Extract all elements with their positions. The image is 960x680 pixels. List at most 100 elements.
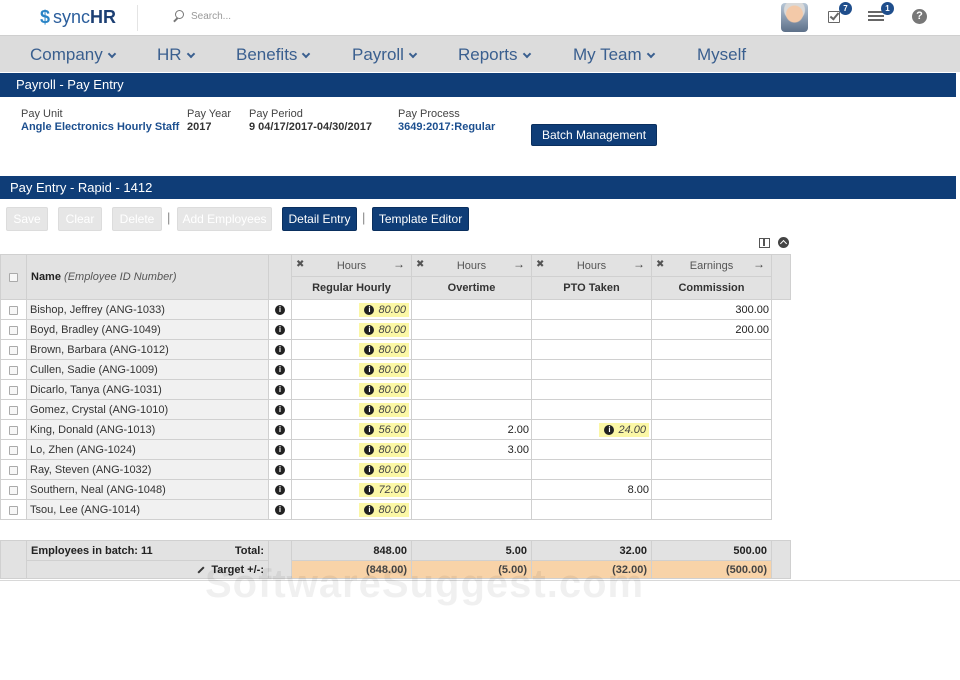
- clear-button[interactable]: Clear: [58, 207, 102, 231]
- pay-unit-value[interactable]: Angle Electronics Hourly Staff: [21, 121, 180, 133]
- info-icon[interactable]: i: [275, 505, 285, 516]
- row-checkbox[interactable]: [9, 485, 18, 495]
- save-button[interactable]: Save: [6, 207, 48, 231]
- cell-pto[interactable]: [531, 459, 652, 480]
- cell-pto[interactable]: [531, 359, 652, 380]
- cell-regular[interactable]: i 80.00: [291, 399, 412, 420]
- target-label-cell[interactable]: Target +/-:: [26, 560, 269, 579]
- detail-entry-button[interactable]: Detail Entry: [282, 207, 357, 231]
- info-icon[interactable]: i: [275, 365, 285, 376]
- cell-commission[interactable]: [651, 439, 772, 460]
- info-icon[interactable]: i: [275, 325, 285, 336]
- nav-company[interactable]: Company: [30, 45, 117, 65]
- cell-regular[interactable]: i 80.00: [291, 299, 412, 320]
- info-icon[interactable]: i: [364, 304, 375, 315]
- cell-commission[interactable]: [651, 499, 772, 520]
- row-checkbox[interactable]: [9, 365, 18, 375]
- search-input[interactable]: [191, 11, 311, 22]
- add-employees-button[interactable]: Add Employees: [177, 207, 272, 231]
- cell-regular[interactable]: i 80.00: [291, 499, 412, 520]
- cell-commission[interactable]: [651, 459, 772, 480]
- remove-column-icon[interactable]: ✖: [656, 259, 665, 270]
- cell-overtime[interactable]: [411, 399, 532, 420]
- info-icon[interactable]: i: [275, 425, 285, 436]
- arrow-right-icon[interactable]: →: [393, 257, 405, 271]
- cell-pto[interactable]: 8.00: [531, 479, 652, 500]
- cell-overtime[interactable]: [411, 479, 532, 500]
- nav-my-team[interactable]: My Team: [573, 45, 655, 65]
- info-icon[interactable]: i: [364, 384, 375, 395]
- arrow-right-icon[interactable]: →: [633, 257, 645, 271]
- help-icon[interactable]: ?: [912, 9, 927, 24]
- tasks-icon[interactable]: 7: [828, 2, 852, 24]
- nav-myself[interactable]: Myself: [697, 45, 747, 64]
- user-avatar[interactable]: [781, 3, 808, 32]
- cell-commission[interactable]: [651, 359, 772, 380]
- template-editor-button[interactable]: Template Editor: [372, 207, 469, 231]
- cell-overtime[interactable]: [411, 339, 532, 360]
- cell-commission[interactable]: [651, 399, 772, 420]
- column-layout-icon[interactable]: [759, 238, 770, 248]
- cell-pto[interactable]: [531, 299, 652, 320]
- row-checkbox[interactable]: [9, 405, 18, 415]
- cell-overtime[interactable]: [411, 459, 532, 480]
- cell-pto[interactable]: [531, 319, 652, 340]
- info-icon[interactable]: i: [275, 345, 285, 356]
- info-icon[interactable]: i: [364, 444, 375, 455]
- messages-icon[interactable]: 1: [868, 2, 894, 24]
- info-icon[interactable]: i: [604, 424, 615, 435]
- row-checkbox[interactable]: [9, 345, 18, 355]
- arrow-right-icon[interactable]: →: [513, 257, 525, 271]
- info-icon[interactable]: i: [275, 305, 285, 316]
- remove-column-icon[interactable]: ✖: [416, 259, 425, 270]
- cell-overtime[interactable]: 2.00: [411, 419, 532, 440]
- info-icon[interactable]: i: [364, 404, 375, 415]
- row-checkbox[interactable]: [9, 465, 18, 475]
- remove-column-icon[interactable]: ✖: [296, 259, 305, 270]
- cell-pto[interactable]: [531, 379, 652, 400]
- col-header-pto-taken[interactable]: PTO Taken: [531, 276, 652, 300]
- cell-commission[interactable]: 300.00: [651, 299, 772, 320]
- nav-hr[interactable]: HR: [157, 45, 195, 65]
- cell-overtime[interactable]: [411, 299, 532, 320]
- nav-benefits[interactable]: Benefits: [236, 45, 311, 65]
- select-all-checkbox[interactable]: [9, 273, 18, 283]
- cell-regular[interactable]: i 80.00: [291, 459, 412, 480]
- row-checkbox[interactable]: [9, 385, 18, 395]
- nav-reports[interactable]: Reports: [458, 45, 531, 65]
- info-icon[interactable]: i: [275, 385, 285, 396]
- info-icon[interactable]: i: [364, 364, 375, 375]
- cell-pto[interactable]: [531, 399, 652, 420]
- collapse-up-icon[interactable]: [778, 237, 789, 248]
- info-icon[interactable]: i: [275, 465, 285, 476]
- info-icon[interactable]: i: [364, 344, 375, 355]
- cell-regular[interactable]: i 80.00: [291, 359, 412, 380]
- cell-commission[interactable]: [651, 379, 772, 400]
- col-header-commission[interactable]: Commission: [651, 276, 772, 300]
- cell-regular[interactable]: i 80.00: [291, 339, 412, 360]
- info-icon[interactable]: i: [364, 504, 375, 515]
- cell-commission[interactable]: 200.00: [651, 319, 772, 340]
- cell-pto[interactable]: [531, 339, 652, 360]
- synchr-logo[interactable]: $ syncHR: [40, 7, 116, 27]
- col-header-regular-hourly[interactable]: Regular Hourly: [291, 276, 412, 300]
- cell-pto[interactable]: [531, 439, 652, 460]
- cell-regular[interactable]: i 80.00: [291, 379, 412, 400]
- info-icon[interactable]: i: [275, 485, 285, 496]
- row-checkbox[interactable]: [9, 505, 18, 515]
- info-icon[interactable]: i: [275, 445, 285, 456]
- row-checkbox[interactable]: [9, 425, 18, 435]
- cell-commission[interactable]: [651, 419, 772, 440]
- cell-regular[interactable]: i 80.00: [291, 319, 412, 340]
- batch-management-button[interactable]: Batch Management: [531, 124, 657, 146]
- cell-overtime[interactable]: [411, 359, 532, 380]
- cell-regular[interactable]: i 56.00: [291, 419, 412, 440]
- row-checkbox[interactable]: [9, 445, 18, 455]
- cell-regular[interactable]: i 72.00: [291, 479, 412, 500]
- col-header-overtime[interactable]: Overtime: [411, 276, 532, 300]
- pay-process-value[interactable]: 3649:2017:Regular: [398, 121, 496, 133]
- cell-commission[interactable]: [651, 339, 772, 360]
- row-checkbox[interactable]: [9, 325, 18, 335]
- info-icon[interactable]: i: [364, 484, 375, 495]
- cell-overtime[interactable]: [411, 319, 532, 340]
